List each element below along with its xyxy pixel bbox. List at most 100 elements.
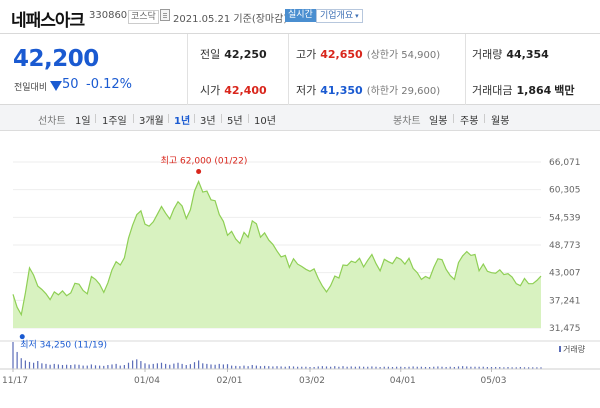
- chevron-down-icon: ▾: [355, 12, 359, 20]
- volume-bar: [123, 365, 125, 369]
- divider: [95, 114, 96, 123]
- volume-bar: [61, 365, 64, 369]
- volume-bar: [218, 363, 220, 369]
- volume-bar: [317, 366, 319, 369]
- period-3y[interactable]: 3년: [200, 116, 216, 127]
- volume-bar: [169, 364, 171, 369]
- volume-bar: [210, 364, 212, 369]
- period-1d[interactable]: 1일: [75, 116, 91, 127]
- y-axis-ticks: 66,071 60,305 54,539 48,773 43,007 37,241 31,4…: [549, 158, 581, 334]
- lower-limit-value: 29,600): [401, 86, 441, 97]
- volume-bar: [185, 365, 187, 369]
- volume-bar: [429, 367, 431, 369]
- volume-bar: [259, 366, 262, 369]
- volume-bar: [334, 366, 336, 369]
- volume-bar: [536, 367, 538, 369]
- volume-bar: [49, 364, 51, 369]
- volume-bar: [387, 366, 389, 369]
- y-tick-label: 48,773: [549, 241, 581, 251]
- period-10y[interactable]: 10년: [254, 116, 276, 127]
- volume-bar: [346, 366, 348, 369]
- volume-bar: [264, 365, 266, 369]
- volume-label: 거래량: [472, 48, 503, 61]
- volume-bar: [301, 366, 303, 369]
- volume-bar: [140, 361, 142, 369]
- volume-bar: [156, 363, 158, 369]
- volume-bar: [239, 366, 241, 369]
- volume-bar: [462, 366, 464, 369]
- volume-bar: [358, 366, 361, 369]
- period-3m[interactable]: 3개월: [139, 116, 164, 127]
- candle-daily[interactable]: 일봉: [429, 116, 448, 127]
- volume-bar: [292, 366, 295, 369]
- volume-legend-swatch: [559, 346, 561, 352]
- volume-bar: [33, 362, 35, 369]
- volume-bar: [330, 366, 332, 369]
- candle-monthly[interactable]: 월봉: [491, 116, 510, 127]
- volume-bar: [412, 366, 414, 369]
- volume-bar: [193, 362, 196, 369]
- volume-bar: [16, 351, 18, 369]
- divider: [453, 114, 454, 123]
- open-label: 시가: [200, 84, 221, 97]
- amount-value: 1,864: [516, 84, 552, 97]
- volume-bar: [20, 358, 22, 369]
- volume-bar: [363, 366, 365, 369]
- volume-bar: [127, 362, 130, 369]
- prev-close-cell: 전일 42,250: [200, 46, 267, 62]
- volume-bar: [503, 367, 505, 369]
- realtime-badge[interactable]: 실시간: [285, 9, 316, 22]
- volume-bar: [404, 367, 406, 369]
- volume-bar: [12, 342, 14, 369]
- divider: [133, 114, 134, 123]
- stock-name: 네패스아크: [11, 11, 85, 31]
- volume-bar: [280, 366, 282, 369]
- volume-bar: [231, 365, 233, 369]
- volume-bar: [148, 364, 150, 369]
- volume-bar: [433, 366, 435, 369]
- open-value: 42,400: [224, 84, 267, 97]
- volume-bar: [165, 363, 167, 369]
- line-chart-label: 선차트: [38, 116, 66, 127]
- high-cell: 고가 42,650 (상한가 54,900): [296, 46, 440, 62]
- price-chart[interactable]: 66,071 60,305 54,539 48,773 43,007 37,241 31,4…: [0, 131, 600, 408]
- divider: [168, 114, 169, 123]
- divider: [288, 34, 289, 106]
- document-icon[interactable]: [160, 9, 170, 21]
- price-summary: 42,200 전일대비 50 -0.12% 전일 42,250 시가 42,400 …: [0, 33, 600, 106]
- volume-bar: [499, 367, 501, 369]
- volume-bar: [383, 366, 385, 369]
- down-triangle-icon: [50, 81, 62, 91]
- volume-bar: [470, 366, 472, 369]
- stock-code: 330860: [89, 10, 128, 21]
- volume-bar: [202, 363, 204, 369]
- candle-weekly[interactable]: 주봉: [460, 116, 479, 127]
- period-1w[interactable]: 1주일: [102, 116, 127, 127]
- volume-bar: [251, 365, 253, 369]
- company-info-button[interactable]: 기업개요 ▾: [316, 9, 363, 23]
- current-price: 42,200: [13, 46, 99, 72]
- amount-cell: 거래대금 1,864 백만: [472, 82, 575, 98]
- volume-bar: [132, 360, 134, 369]
- volume-bar: [144, 363, 146, 369]
- volume-bar: [160, 362, 163, 369]
- volume-bar: [532, 367, 534, 369]
- period-5y[interactable]: 5년: [227, 116, 243, 127]
- period-1y[interactable]: 1년: [174, 116, 191, 127]
- volume-bar: [255, 365, 257, 369]
- volume-bar: [276, 366, 278, 369]
- volume-bar: [74, 364, 76, 369]
- volume-bar: [490, 367, 493, 369]
- volume-bar: [449, 366, 451, 369]
- volume-bar: [78, 364, 80, 369]
- x-tick-label: 01/04: [134, 376, 160, 386]
- x-tick-label: 05/03: [481, 376, 507, 386]
- volume-bar: [445, 367, 447, 369]
- divider: [221, 114, 222, 123]
- volume-bar: [437, 366, 439, 369]
- volume-bar: [189, 364, 191, 369]
- volume-bar: [70, 365, 72, 369]
- volume-bar: [523, 367, 526, 369]
- volume-bar: [371, 366, 373, 369]
- volume-bar: [313, 367, 315, 369]
